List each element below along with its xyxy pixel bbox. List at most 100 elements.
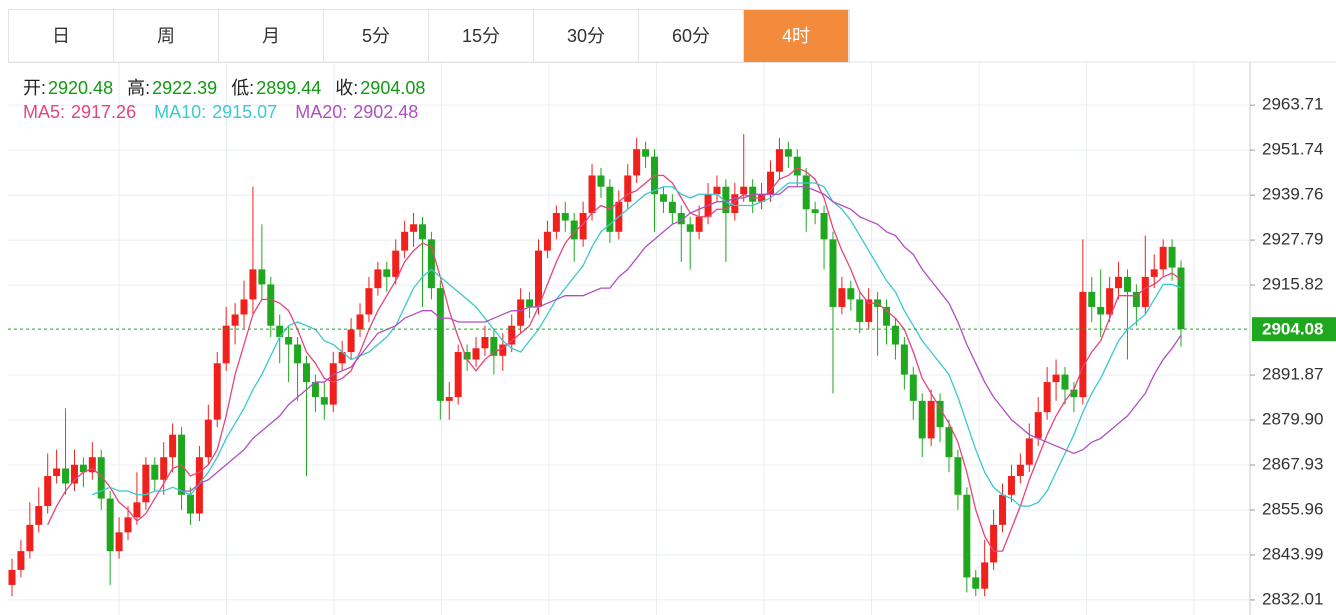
candle-body: [990, 524, 998, 563]
candle-body: [410, 224, 418, 232]
candle-body: [240, 299, 248, 315]
candle-body: [552, 213, 560, 232]
candle-body: [285, 336, 293, 345]
candle-body: [588, 175, 596, 214]
candle-body: [981, 562, 989, 589]
period-tab[interactable]: 30分: [534, 10, 639, 62]
candle-body: [267, 284, 275, 326]
ma-line: [47, 167, 1182, 552]
candle-body: [883, 306, 891, 326]
candle-body: [891, 325, 899, 345]
candle-body: [356, 314, 364, 330]
ma-label: MA5:: [23, 102, 66, 122]
period-tab[interactable]: 日: [9, 10, 114, 62]
candle-body: [1115, 276, 1123, 289]
candle-body: [999, 494, 1007, 525]
ma-value: 2915.07: [212, 102, 278, 122]
ohlc-label: 收:: [335, 78, 359, 98]
ma-line: [92, 182, 1182, 507]
candle-body: [320, 397, 328, 405]
ma-line: [181, 186, 1182, 492]
candle-body: [820, 213, 828, 240]
y-tick-label: 2832.01: [1262, 589, 1323, 608]
candle-body: [1106, 288, 1114, 315]
candle-body: [633, 149, 641, 176]
period-tab[interactable]: 月: [219, 10, 324, 62]
candle-body: [62, 468, 70, 484]
candle-body: [427, 239, 435, 289]
candle-body: [70, 464, 78, 484]
candle-body: [1168, 246, 1176, 268]
candle-body: [79, 464, 87, 473]
candle-body: [1097, 306, 1105, 315]
y-tick-label: 2927.79: [1262, 230, 1323, 249]
y-tick-label: 2963.71: [1262, 95, 1323, 114]
ohlc-value: 2922.39: [152, 78, 218, 98]
period-tab[interactable]: 15分: [429, 10, 534, 62]
candle-body: [1150, 269, 1158, 277]
candle-body: [374, 269, 382, 289]
period-tab[interactable]: 60分: [639, 10, 744, 62]
period-tab[interactable]: 4时: [744, 10, 849, 62]
candle-body: [311, 382, 319, 398]
ohlc-value: 2899.44: [256, 78, 322, 98]
candle-body: [731, 194, 739, 214]
candle-body: [722, 186, 730, 214]
candle-body: [124, 517, 132, 533]
period-tabs: 日周月 5分 15分 30分 60分 4时: [8, 9, 850, 63]
candle-body: [436, 288, 444, 401]
candle-body: [231, 314, 239, 326]
price-tag: [1252, 317, 1336, 342]
candle-body: [88, 457, 96, 473]
candle-body: [276, 325, 284, 337]
period-tab[interactable]: 5分: [324, 10, 429, 62]
candle-body: [526, 299, 534, 307]
candle-body: [142, 464, 150, 503]
candle-body: [302, 363, 310, 383]
candle-body: [775, 149, 783, 172]
ohlc-value: 2904.08: [360, 78, 426, 98]
candle-body: [472, 348, 480, 360]
candle-body: [686, 224, 694, 232]
y-tick-label: 2879.90: [1262, 410, 1323, 429]
candle-body: [534, 250, 542, 307]
candle-body: [365, 288, 373, 315]
candle-body: [445, 397, 453, 401]
y-tick-label: 2867.93: [1262, 454, 1323, 473]
candle-body: [169, 434, 177, 458]
candle-body: [1159, 246, 1167, 270]
ohlc-label: 高:: [127, 78, 151, 98]
candle-body: [1079, 291, 1087, 398]
candle-body: [900, 344, 908, 375]
candle-body: [642, 149, 650, 157]
candle-body: [294, 344, 302, 364]
period-tab[interactable]: 周: [114, 10, 219, 62]
candle-body: [151, 464, 159, 480]
candle-body: [1088, 291, 1096, 307]
candle-body: [802, 175, 810, 210]
candle-body: [784, 149, 792, 157]
candle-body: [793, 156, 801, 176]
candle-body: [26, 524, 34, 552]
candle-body: [258, 269, 266, 285]
candle-body: [1132, 291, 1140, 307]
candle-body: [329, 363, 337, 405]
candle-body: [383, 269, 391, 277]
y-tick-label: 2915.82: [1262, 275, 1323, 294]
candle-body: [213, 363, 221, 420]
candle-body: [44, 475, 52, 507]
candle-body: [418, 224, 426, 240]
candle-body: [829, 239, 837, 307]
candle-body: [677, 213, 685, 225]
candle-body: [856, 299, 864, 322]
candle-body: [1025, 438, 1033, 465]
candle-body: [1007, 475, 1015, 495]
candle-body: [160, 457, 168, 480]
candle-body: [838, 288, 846, 307]
candle-body: [927, 400, 935, 439]
candle-body: [115, 532, 123, 552]
candle-body: [1177, 267, 1185, 330]
candle-body: [53, 468, 61, 476]
